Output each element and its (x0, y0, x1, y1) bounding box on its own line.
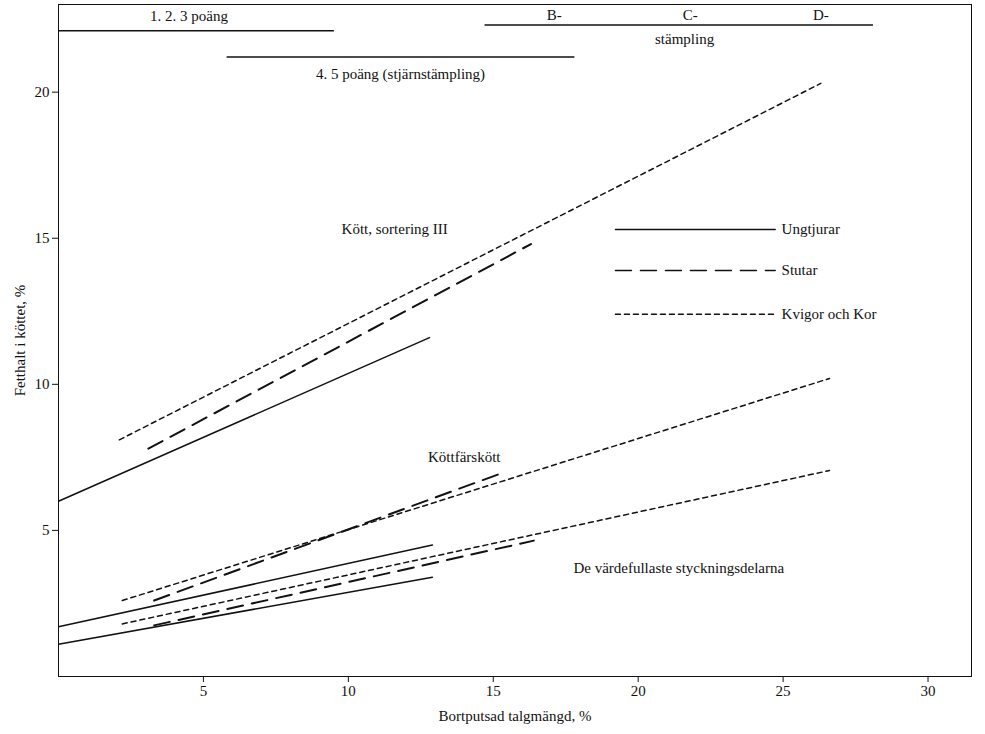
svg-text:Kött, sortering III: Kött, sortering III (342, 221, 448, 237)
svg-text:10: 10 (341, 683, 356, 699)
svg-text:5: 5 (42, 522, 50, 538)
svg-text:Bortputsad talgmängd, %: Bortputsad talgmängd, % (439, 708, 592, 724)
svg-text:20: 20 (631, 683, 646, 699)
svg-text:10: 10 (35, 376, 50, 392)
svg-text:5: 5 (200, 683, 208, 699)
svg-text:De värdefullaste styckningsdel: De värdefullaste styckningsdelarna (573, 560, 784, 576)
svg-text:Stutar: Stutar (782, 262, 818, 278)
svg-text:Köttfärskött: Köttfärskött (428, 449, 501, 465)
svg-text:stämpling: stämpling (655, 31, 715, 47)
svg-text:15: 15 (486, 683, 501, 699)
svg-text:30: 30 (921, 683, 936, 699)
svg-text:25: 25 (776, 683, 791, 699)
svg-text:1. 2. 3 poäng: 1. 2. 3 poäng (150, 8, 228, 24)
svg-text:Fetthalt i köttet, %: Fetthalt i köttet, % (12, 285, 28, 397)
svg-text:D-: D- (813, 7, 829, 23)
svg-text:B-: B- (547, 7, 562, 23)
svg-text:4. 5 poäng (stjärnstämpling): 4. 5 poäng (stjärnstämpling) (316, 66, 485, 83)
svg-text:15: 15 (35, 230, 50, 246)
svg-text:Kvigor och Kor: Kvigor och Kor (782, 306, 877, 322)
svg-text:20: 20 (35, 84, 50, 100)
svg-text:Ungtjurar: Ungtjurar (782, 221, 840, 237)
svg-text:C-: C- (683, 7, 698, 23)
